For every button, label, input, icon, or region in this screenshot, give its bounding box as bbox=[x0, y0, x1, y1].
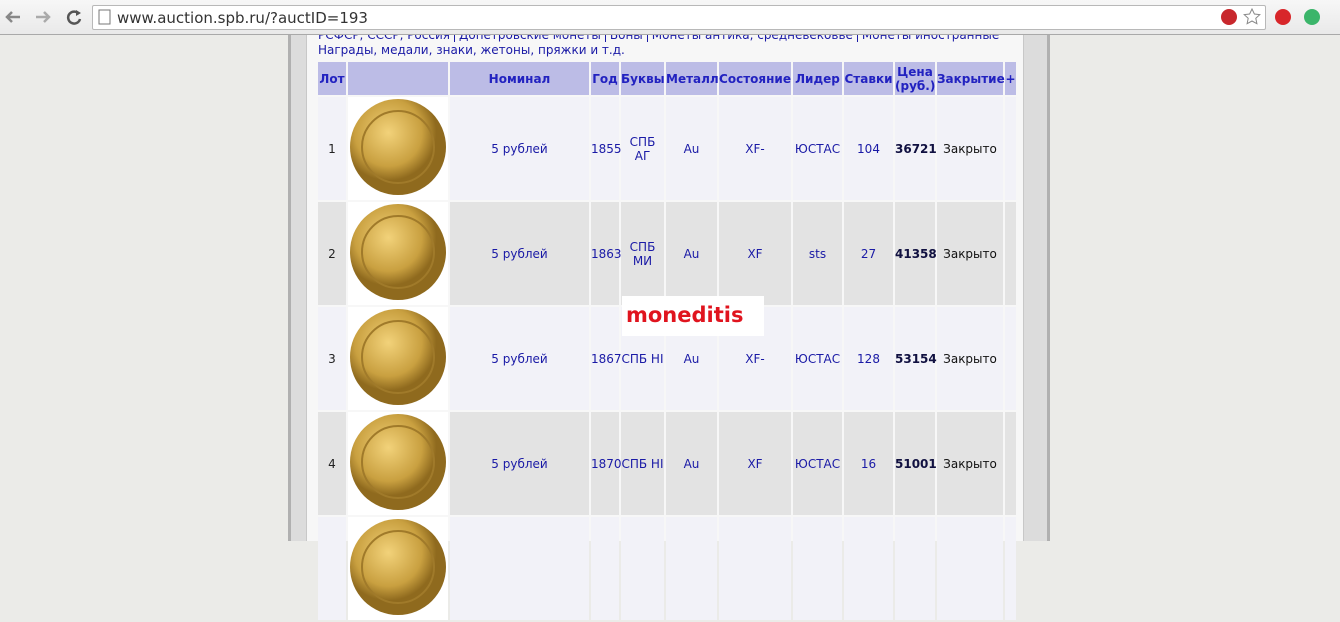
ext-icon[interactable] bbox=[1304, 9, 1320, 25]
cell[interactable]: 5 рублей bbox=[450, 412, 589, 515]
cell: 1 bbox=[318, 97, 346, 200]
coin-photo[interactable] bbox=[348, 97, 448, 197]
cell: Закрыто bbox=[937, 202, 1003, 305]
cell: Закрыто bbox=[937, 307, 1003, 410]
coin-cell[interactable] bbox=[348, 202, 448, 305]
cell: 36721 bbox=[895, 97, 937, 200]
cell: СПБ АГ bbox=[621, 97, 664, 200]
coin-cell[interactable] bbox=[348, 307, 448, 410]
cell: 4 bbox=[318, 412, 346, 515]
cell: Au bbox=[666, 97, 717, 200]
column-header[interactable]: Ставки bbox=[844, 62, 893, 95]
cell: 104 bbox=[844, 97, 893, 200]
cell: Закрыто bbox=[937, 412, 1003, 515]
cell bbox=[844, 517, 893, 620]
add-cell[interactable] bbox=[1005, 97, 1016, 200]
cell bbox=[793, 517, 842, 620]
lots-table: Лот Номинал Год Буквы Металл Состояние Лидер Ст… bbox=[316, 60, 1018, 622]
column-header[interactable]: Закрытие bbox=[937, 62, 1005, 95]
nav-link[interactable]: Награды, медали, знаки, жетоны, пряжки и… bbox=[318, 43, 625, 57]
cell bbox=[1005, 517, 1016, 620]
column-header-blank bbox=[348, 62, 448, 95]
column-header[interactable]: + bbox=[1005, 62, 1016, 95]
column-header[interactable]: Состояние bbox=[719, 62, 791, 95]
url-text: www.auction.spb.ru/?auctID=193 bbox=[117, 9, 368, 27]
cell: XF- bbox=[719, 97, 791, 200]
cell: 16 bbox=[844, 412, 893, 515]
cell[interactable]: ЮСТАС bbox=[793, 412, 842, 515]
lot-row: 4 5 рублей 1870 СПБ НІ Au XF ЮСТАС 16 51001 Закры… bbox=[318, 412, 1016, 515]
nav-buttons[interactable] bbox=[0, 0, 90, 34]
cell[interactable]: sts bbox=[793, 202, 842, 305]
cell: СПБ НІ bbox=[621, 412, 664, 515]
cell: 2 bbox=[318, 202, 346, 305]
column-header[interactable]: Номинал bbox=[450, 62, 589, 95]
column-header[interactable]: Лидер bbox=[793, 62, 842, 95]
cell[interactable]: 5 рублей bbox=[450, 202, 589, 305]
adblock-icon[interactable] bbox=[1275, 9, 1291, 25]
cell bbox=[591, 517, 619, 620]
column-header[interactable]: Металл bbox=[666, 62, 719, 95]
address-bar[interactable]: www.auction.spb.ru/?auctID=193 bbox=[92, 5, 1266, 30]
column-header[interactable]: Цена (руб.) bbox=[895, 62, 935, 95]
cell: Au bbox=[666, 202, 717, 305]
add-cell[interactable] bbox=[1005, 412, 1016, 515]
cell bbox=[895, 517, 935, 620]
bookmark-star[interactable] bbox=[1243, 8, 1261, 26]
cell bbox=[666, 517, 717, 620]
cell[interactable]: 5 рублей bbox=[450, 307, 589, 410]
cell: СПБ МИ bbox=[621, 202, 664, 305]
cell: 3 bbox=[318, 307, 346, 410]
lot-row bbox=[318, 517, 1016, 620]
cell: 1863 bbox=[591, 202, 622, 305]
cell bbox=[621, 517, 664, 620]
cell bbox=[719, 517, 791, 620]
cell bbox=[450, 517, 589, 620]
cell: 128 bbox=[844, 307, 893, 410]
lot-row: 1 5 рублей 1855 СПБ АГ Au XF- ЮСТАС 104 36721 Зак… bbox=[318, 97, 1016, 200]
browser-toolbar: www.auction.spb.ru/?auctID=193 bbox=[0, 0, 1340, 35]
ext-icon[interactable] bbox=[1221, 9, 1237, 25]
coin-photo[interactable] bbox=[348, 307, 448, 407]
coin-cell[interactable] bbox=[348, 412, 448, 515]
cell: 1867 bbox=[591, 307, 622, 410]
lot-row: 2 5 рублей 1863 СПБ МИ Au XF sts 27 41358 Закрыто bbox=[318, 202, 1016, 305]
cell: 53154 bbox=[895, 307, 937, 410]
cell: XF bbox=[719, 202, 791, 305]
cell bbox=[937, 517, 1003, 620]
coin-cell[interactable] bbox=[348, 97, 448, 200]
cell: 51001 bbox=[895, 412, 937, 515]
cell: 27 bbox=[844, 202, 893, 305]
cell bbox=[318, 517, 346, 620]
cell: Au bbox=[666, 412, 717, 515]
cell bbox=[348, 517, 448, 620]
add-cell[interactable] bbox=[1005, 202, 1016, 305]
cell[interactable]: ЮСТАС bbox=[793, 97, 842, 200]
column-header[interactable]: Буквы bbox=[621, 62, 665, 95]
cell: 1870 bbox=[591, 412, 622, 515]
column-header[interactable]: Лот bbox=[318, 62, 346, 95]
cell: 41358 bbox=[895, 202, 937, 305]
column-header[interactable]: Год bbox=[591, 62, 619, 95]
cell: XF bbox=[719, 412, 791, 515]
add-cell[interactable] bbox=[1005, 307, 1016, 410]
cell: Закрыто bbox=[937, 97, 1003, 200]
cell: 1855 bbox=[591, 97, 622, 200]
coin-photo[interactable] bbox=[348, 412, 448, 512]
cell[interactable]: 5 рублей bbox=[450, 97, 589, 200]
watermark: moneditis bbox=[622, 296, 764, 336]
coin-photo[interactable] bbox=[348, 517, 448, 617]
cell[interactable]: ЮСТАС bbox=[793, 307, 842, 410]
coin-photo[interactable] bbox=[348, 202, 448, 302]
